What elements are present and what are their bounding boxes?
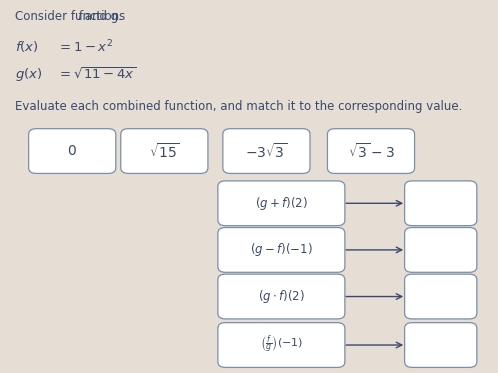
FancyBboxPatch shape — [404, 274, 477, 319]
FancyBboxPatch shape — [218, 228, 345, 272]
FancyBboxPatch shape — [218, 181, 345, 226]
FancyBboxPatch shape — [28, 129, 116, 173]
Text: $(g + f)(2)$: $(g + f)(2)$ — [255, 195, 308, 212]
Text: and g.: and g. — [81, 10, 122, 23]
Text: $-3\sqrt{3}$: $-3\sqrt{3}$ — [245, 142, 288, 160]
Text: $\sqrt{15}$: $\sqrt{15}$ — [149, 142, 180, 160]
Text: Evaluate each combined function, and match it to the corresponding value.: Evaluate each combined function, and mat… — [15, 100, 462, 113]
FancyBboxPatch shape — [404, 323, 477, 367]
Text: $f(x)$: $f(x)$ — [15, 39, 39, 54]
Text: $= 1 - x^2$: $= 1 - x^2$ — [57, 38, 114, 55]
Text: $(g - f)(-1)$: $(g - f)(-1)$ — [250, 241, 313, 258]
Text: Consider functions: Consider functions — [15, 10, 129, 23]
Text: $0$: $0$ — [67, 144, 77, 158]
Text: $g(x)$: $g(x)$ — [15, 66, 42, 83]
FancyBboxPatch shape — [121, 129, 208, 173]
FancyBboxPatch shape — [404, 228, 477, 272]
FancyBboxPatch shape — [218, 323, 345, 367]
Text: $(g \cdot f)(2)$: $(g \cdot f)(2)$ — [258, 288, 305, 305]
FancyBboxPatch shape — [218, 274, 345, 319]
FancyBboxPatch shape — [223, 129, 310, 173]
FancyBboxPatch shape — [404, 181, 477, 226]
Text: $= \sqrt{11 - 4x}$: $= \sqrt{11 - 4x}$ — [57, 67, 136, 82]
Text: $\left(\frac{f}{g}\right)(-1)$: $\left(\frac{f}{g}\right)(-1)$ — [259, 334, 303, 356]
Text: f: f — [77, 10, 81, 23]
FancyBboxPatch shape — [328, 129, 414, 173]
Text: $\sqrt{3}-3$: $\sqrt{3}-3$ — [348, 142, 394, 160]
